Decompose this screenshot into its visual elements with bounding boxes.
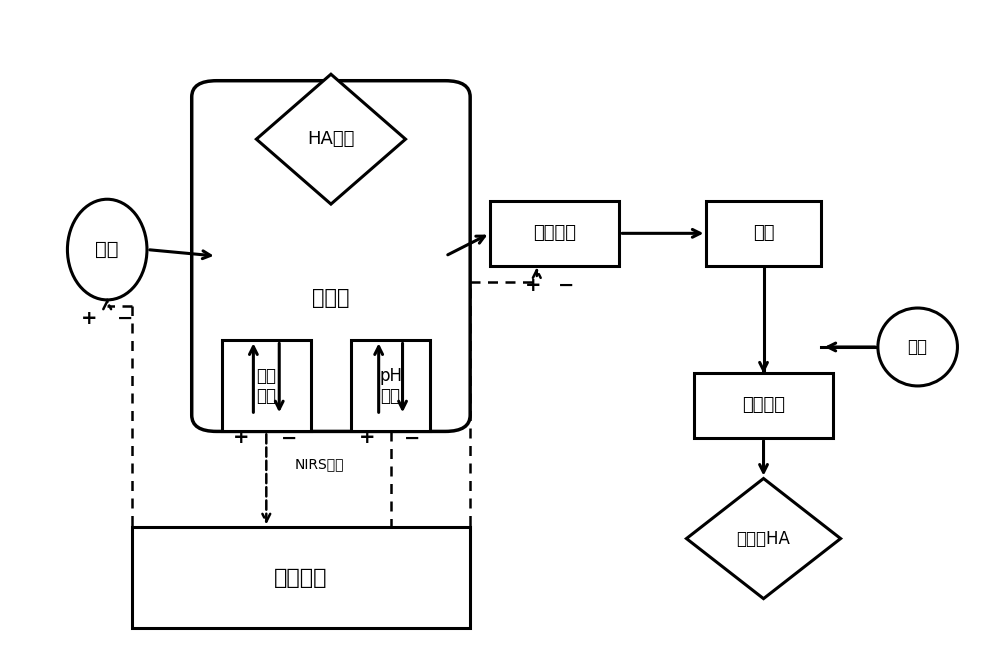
Bar — [490, 201, 619, 266]
Text: 乙醇: 乙醇 — [908, 338, 928, 356]
Text: 沉淀干燥: 沉淀干燥 — [742, 396, 785, 415]
Text: −: − — [117, 309, 133, 328]
Text: −: − — [281, 428, 297, 447]
Bar — [132, 527, 470, 628]
Text: +: + — [233, 428, 250, 447]
Text: +: + — [81, 309, 98, 328]
Text: +: + — [358, 428, 375, 447]
Ellipse shape — [67, 199, 147, 300]
Bar — [222, 341, 311, 432]
Text: 酶液: 酶液 — [95, 240, 119, 259]
Text: 反应罐: 反应罐 — [312, 288, 350, 309]
Text: +: + — [525, 276, 541, 295]
Text: −: − — [558, 276, 575, 295]
Ellipse shape — [878, 308, 957, 386]
FancyBboxPatch shape — [192, 81, 470, 432]
Text: 主控制台: 主控制台 — [274, 567, 328, 588]
Polygon shape — [256, 74, 406, 204]
Text: 温度
控制: 温度 控制 — [256, 367, 276, 405]
Polygon shape — [686, 479, 841, 599]
Text: −: − — [404, 428, 421, 447]
Bar — [706, 201, 821, 266]
Text: NIRS信号: NIRS信号 — [294, 457, 344, 471]
Bar — [351, 341, 430, 432]
Text: 除酶: 除酶 — [753, 224, 774, 242]
Text: 低分子HA: 低分子HA — [737, 530, 790, 548]
Text: 反应时间: 反应时间 — [533, 224, 576, 242]
Text: HA原液: HA原液 — [307, 130, 355, 148]
Bar — [694, 373, 833, 438]
Text: pH
控制: pH 控制 — [379, 367, 402, 405]
